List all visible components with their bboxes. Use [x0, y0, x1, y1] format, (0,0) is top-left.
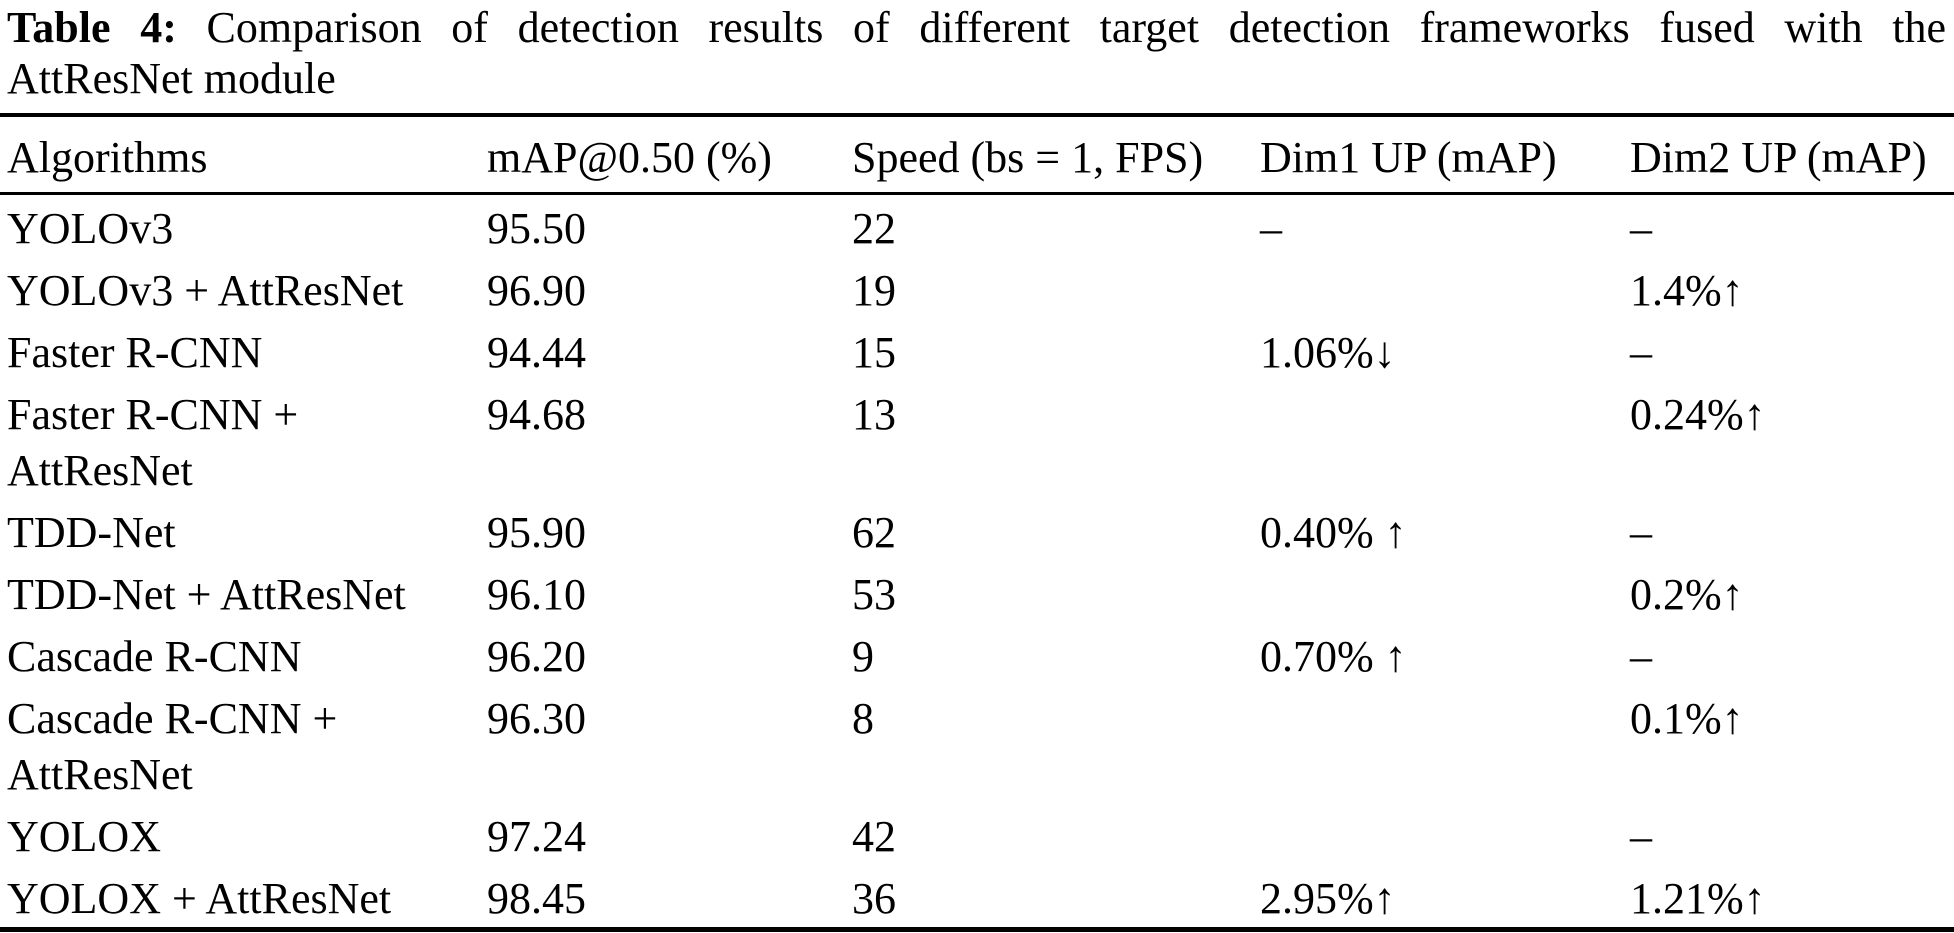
- algorithm-cell: YOLOX + AttResNet: [7, 874, 392, 923]
- dim1-cell: [1253, 561, 1623, 623]
- dim1-cell: 1.06%↓: [1260, 328, 1396, 377]
- table-row: Faster R-CNN 94.44 15 1.06%↓ –: [0, 319, 1954, 381]
- algorithm-cell: Cascade R-CNN: [7, 632, 302, 681]
- speed-cell: 62: [852, 508, 896, 557]
- table-row: YOLOv3 95.50 22 – –: [0, 194, 1954, 258]
- speed-cell: 36: [852, 874, 896, 923]
- table-row: Faster R-CNN + AttResNet 94.68 13 0.24%↑: [0, 381, 1954, 499]
- caption-text: Comparison of detection results of diffe…: [206, 3, 1947, 52]
- algorithm-cell: YOLOv3 + AttResNet: [7, 266, 404, 315]
- algorithm-cell: Faster R-CNN: [7, 328, 263, 377]
- dim1-cell: [1253, 381, 1623, 499]
- dim2-cell: –: [1630, 204, 1652, 253]
- speed-cell: 42: [852, 812, 896, 861]
- map-cell: 96.90: [487, 266, 586, 315]
- dim2-cell: –: [1630, 328, 1652, 377]
- algorithm-cell: Cascade R-CNN + AttResNet: [7, 694, 338, 799]
- dim2-cell: –: [1630, 632, 1652, 681]
- dim2-cell: 1.21%↑: [1630, 874, 1766, 923]
- dim1-cell: –: [1260, 204, 1282, 253]
- speed-cell: 13: [852, 390, 896, 439]
- table-row: Cascade R-CNN 96.20 9 0.70% ↑ –: [0, 623, 1954, 685]
- dim2-cell: 0.1%↑: [1630, 694, 1744, 743]
- table-row: TDD-Net 95.90 62 0.40% ↑ –: [0, 499, 1954, 561]
- dim2-cell: –: [1630, 508, 1652, 557]
- map-cell: 94.44: [487, 328, 586, 377]
- algorithm-cell: YOLOX: [7, 812, 161, 861]
- map-cell: 98.45: [487, 874, 586, 923]
- algorithm-cell: Faster R-CNN + AttResNet: [7, 390, 299, 495]
- speed-cell: 22: [852, 204, 896, 253]
- table-caption: Table 4: Comparison of detection results…: [0, 0, 1954, 104]
- column-header-algorithms: Algorithms: [7, 133, 208, 182]
- speed-cell: 53: [852, 570, 896, 619]
- map-cell: 96.10: [487, 570, 586, 619]
- dim1-cell: [1253, 685, 1623, 803]
- dim2-cell: 0.2%↑: [1630, 570, 1744, 619]
- map-cell: 97.24: [487, 812, 586, 861]
- speed-cell: 8: [852, 694, 874, 743]
- algorithm-cell: TDD-Net: [7, 508, 176, 557]
- dim2-cell: 0.24%↑: [1630, 390, 1766, 439]
- map-cell: 94.68: [487, 390, 586, 439]
- column-header-dim2: Dim2 UP (mAP): [1630, 133, 1927, 182]
- results-table: Algorithms mAP@0.50 (%) Speed (bs = 1, F…: [0, 113, 1954, 932]
- column-header-speed: Speed (bs = 1, FPS): [852, 133, 1204, 182]
- speed-cell: 19: [852, 266, 896, 315]
- map-cell: 96.30: [487, 694, 586, 743]
- dim1-cell: 0.40% ↑: [1260, 508, 1407, 557]
- algorithm-cell: YOLOv3: [7, 204, 174, 253]
- map-cell: 96.20: [487, 632, 586, 681]
- table-number-label: Table 4:: [7, 3, 177, 52]
- table-row: YOLOX 97.24 42 –: [0, 803, 1954, 865]
- table-row: YOLOv3 + AttResNet 96.90 19 1.4%↑: [0, 257, 1954, 319]
- caption-line-2: AttResNet module: [7, 54, 336, 103]
- caption-line-1: Table 4: Comparison of detection results…: [7, 2, 1946, 53]
- dim2-cell: –: [1630, 812, 1652, 861]
- speed-cell: 9: [852, 632, 874, 681]
- dim2-cell: 1.4%↑: [1630, 266, 1744, 315]
- table-row: Cascade R-CNN + AttResNet 96.30 8 0.1%↑: [0, 685, 1954, 803]
- algorithm-cell: TDD-Net + AttResNet: [7, 570, 406, 619]
- dim1-cell: 0.70% ↑: [1260, 632, 1407, 681]
- table-row: YOLOX + AttResNet 98.45 36 2.95%↑ 1.21%↑: [0, 865, 1954, 930]
- header-row: Algorithms mAP@0.50 (%) Speed (bs = 1, F…: [0, 115, 1954, 194]
- dim1-cell: [1253, 803, 1623, 865]
- map-cell: 95.90: [487, 508, 586, 557]
- dim1-cell: 2.95%↑: [1260, 874, 1396, 923]
- column-header-map: mAP@0.50 (%): [487, 133, 772, 182]
- speed-cell: 15: [852, 328, 896, 377]
- table-row: TDD-Net + AttResNet 96.10 53 0.2%↑: [0, 561, 1954, 623]
- dim1-cell: [1253, 257, 1623, 319]
- map-cell: 95.50: [487, 204, 586, 253]
- column-header-dim1: Dim1 UP (mAP): [1260, 133, 1557, 182]
